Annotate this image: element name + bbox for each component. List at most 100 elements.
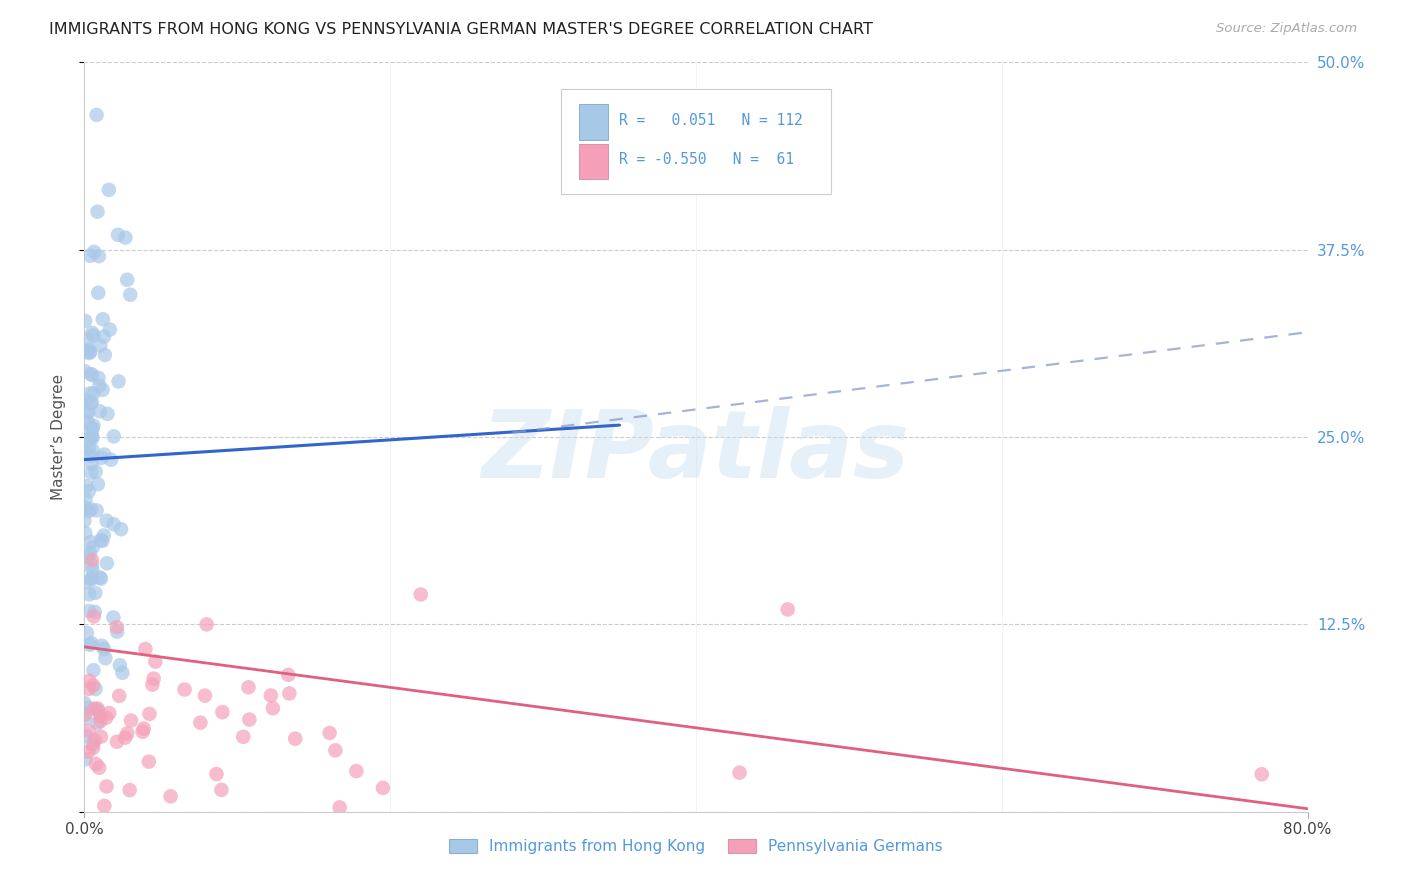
FancyBboxPatch shape [578,145,607,179]
Point [120,287,142,301]
Point [73,514,96,528]
Point [89,761,111,775]
Text: IMMIGRANTS FROM HONG KONG VS PENNSYLVANIA GERMAN MASTER'S DEGREE CORRELATION CHA: IMMIGRANTS FROM HONG KONG VS PENNSYLVANI… [49,22,873,37]
Point [145,655,167,669]
Point [90,730,112,744]
Point [134,642,156,657]
Point [98,322,121,336]
Point [115,273,138,287]
Point [80,502,103,516]
Point [195,617,218,632]
Point [94,651,117,665]
Point [84,757,107,772]
Point [82,431,104,445]
Point [80,368,103,382]
Point [120,714,142,728]
Point [77,441,100,455]
Point [84,465,107,479]
Point [83,701,105,715]
Point [82,326,104,340]
Point [278,686,301,700]
Point [108,658,131,673]
Point [76,415,98,429]
Point [159,789,181,804]
Point [77,723,100,738]
Point [90,450,112,465]
Point [96,711,118,725]
Point [238,713,260,727]
Point [90,639,112,653]
Point [77,587,100,601]
Point [110,522,132,536]
Point [75,525,97,540]
Point [82,563,104,577]
Point [79,386,101,401]
Point [77,504,100,518]
Point [318,726,340,740]
Point [80,535,103,549]
Point [73,444,96,458]
Point [131,724,153,739]
Point [93,329,115,343]
Point [238,681,260,695]
Point [82,737,104,751]
Point [97,183,120,197]
Point [80,395,103,409]
Point [86,503,108,517]
Point [75,479,97,493]
Point [82,740,104,755]
Point [87,704,110,718]
Point [87,285,110,300]
Point [79,346,101,360]
Point [75,575,97,590]
Point [103,517,125,532]
Point [80,571,103,585]
Point [75,492,97,507]
Point [93,448,115,462]
Point [108,689,131,703]
Point [141,677,163,691]
Point [96,407,118,421]
Point [93,798,115,813]
Point [75,752,97,766]
Point [262,701,284,715]
Point [1250,767,1272,781]
Text: Source: ZipAtlas.com: Source: ZipAtlas.com [1216,22,1357,36]
Point [82,418,104,433]
Point [107,375,129,389]
Point [86,716,108,731]
Point [79,673,101,688]
Point [73,364,96,378]
Point [89,338,111,352]
Point [84,681,107,696]
Point [325,743,347,757]
Point [103,610,125,624]
Point [77,406,100,420]
Point [75,729,97,743]
FancyBboxPatch shape [561,88,831,194]
Point [87,371,110,385]
Point [77,701,100,715]
Point [111,665,134,680]
Point [79,546,101,560]
Point [80,429,103,443]
Point [138,706,160,721]
Point [83,733,105,747]
Point [82,663,104,677]
Point [96,556,118,570]
Point [87,477,110,491]
Point [205,767,228,781]
Point [76,550,98,565]
Point [93,528,115,542]
Point [80,636,103,650]
Point [73,696,96,710]
Point [76,345,98,359]
Point [82,540,104,554]
Point [75,711,97,725]
Point [82,328,104,343]
Point [90,533,112,548]
Point [77,745,100,759]
Point [98,706,121,720]
Point [76,405,98,419]
Point [91,533,114,548]
